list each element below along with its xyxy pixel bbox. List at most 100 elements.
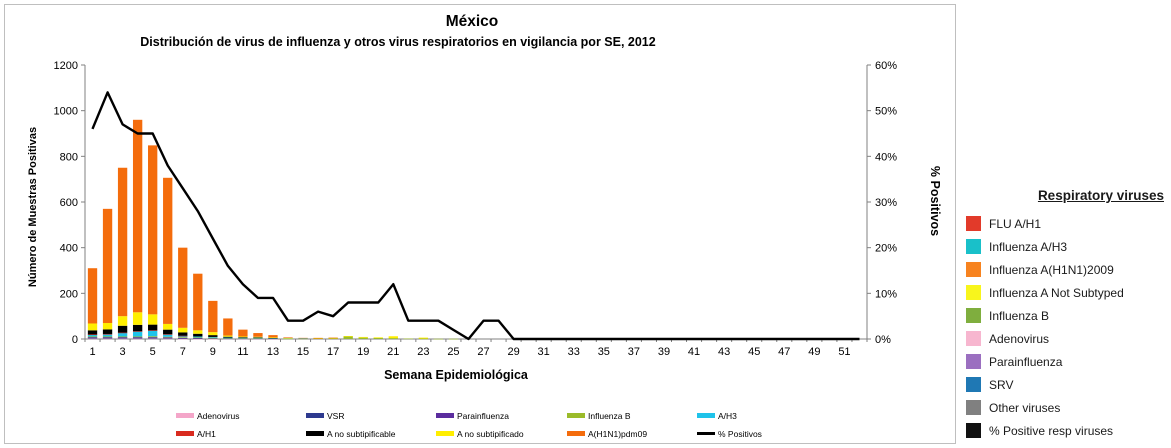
bar-segment bbox=[163, 338, 173, 340]
y2-tick-label: 50% bbox=[875, 106, 897, 118]
bar-segment bbox=[208, 332, 218, 336]
x-tick-label: 35 bbox=[598, 346, 610, 358]
side-legend-swatch bbox=[966, 423, 981, 438]
bar-segment bbox=[163, 329, 173, 335]
bar-segment bbox=[373, 337, 383, 339]
side-legend-item: Parainfluenza bbox=[966, 350, 1166, 373]
side-legend-swatch bbox=[966, 377, 981, 392]
bar-segment bbox=[102, 337, 113, 339]
bar-segment bbox=[178, 338, 188, 340]
bar-segment bbox=[253, 337, 263, 339]
bar-segment bbox=[132, 331, 143, 332]
bar-segment bbox=[388, 338, 398, 339]
side-legend-item: Influenza A(H1N1)2009 bbox=[966, 258, 1166, 281]
bar-segment bbox=[268, 337, 278, 339]
bar-segment bbox=[238, 337, 248, 338]
bar-segment bbox=[298, 337, 308, 339]
bar-segment bbox=[148, 337, 158, 338]
bar-segment bbox=[238, 337, 248, 339]
x-tick-label: 49 bbox=[808, 346, 820, 358]
x-tick-label: 13 bbox=[267, 346, 279, 358]
y2-tick-label: 0% bbox=[875, 334, 891, 346]
side-legend-label: Adenovirus bbox=[989, 331, 1050, 346]
bar-segment bbox=[193, 333, 203, 337]
legend-swatch bbox=[697, 432, 715, 435]
x-tick-label: 45 bbox=[748, 346, 760, 358]
x-tick-label: 51 bbox=[838, 346, 850, 358]
bar-segment bbox=[178, 332, 188, 336]
bar-segment bbox=[117, 337, 128, 339]
x-tick-label: 37 bbox=[628, 346, 640, 358]
bar-segment bbox=[132, 312, 143, 325]
bar-segment bbox=[102, 334, 113, 337]
bar-segment bbox=[208, 337, 218, 339]
legend-swatch bbox=[567, 413, 585, 418]
bar-segment bbox=[313, 337, 323, 339]
x-tick-label: 19 bbox=[357, 346, 369, 358]
percent-positive-line bbox=[91, 91, 860, 341]
bar-segment bbox=[87, 337, 98, 338]
legend-swatch bbox=[436, 413, 454, 418]
side-legend-label: Influenza A(H1N1)2009 bbox=[989, 262, 1114, 277]
y2-tick-label: 30% bbox=[875, 197, 897, 209]
legend-swatch bbox=[697, 413, 715, 418]
chart-title: México bbox=[446, 13, 499, 30]
bar-segment bbox=[132, 337, 143, 338]
legend-label: A(H1N1)pdm09 bbox=[588, 429, 647, 439]
bar-segment bbox=[117, 338, 128, 340]
bar-segment bbox=[148, 145, 158, 315]
bar-segment bbox=[163, 323, 173, 330]
bar-segment bbox=[238, 336, 248, 338]
legend-swatch bbox=[176, 431, 194, 436]
bar-segment bbox=[163, 334, 173, 335]
x-tick-label: 17 bbox=[327, 346, 339, 358]
bar-segment bbox=[148, 324, 158, 331]
plot-area: 0 200 400 600 800 1000 1200 0% 10% 20% 30% 40% 50% 60… bbox=[54, 60, 898, 358]
bar-segment bbox=[132, 337, 143, 339]
chart-subtitle: Distribución de virus de influenza y otr… bbox=[140, 35, 655, 49]
side-legend-items: FLU A/H1 Influenza A/H3 Influenza A(H1N1)2… bbox=[966, 212, 1166, 442]
bar-segment bbox=[102, 329, 113, 334]
y-tick-label: 0 bbox=[72, 334, 78, 346]
bar-segment bbox=[223, 335, 233, 337]
bar-segment bbox=[238, 338, 248, 340]
x-tick-label: 11 bbox=[237, 346, 248, 358]
legend-label: Adenovirus bbox=[197, 411, 240, 421]
bar-segment bbox=[343, 336, 353, 337]
bar-segment bbox=[328, 337, 338, 339]
bar-segment bbox=[448, 338, 459, 340]
side-legend-item: Influenza A/H3 bbox=[966, 235, 1166, 258]
legend-label: % Positivos bbox=[718, 429, 762, 439]
x-tick-label: 5 bbox=[150, 346, 156, 358]
bar-segment bbox=[238, 338, 248, 339]
bar-segment bbox=[358, 336, 368, 338]
bar-segment bbox=[117, 337, 128, 338]
x-tick-label: 47 bbox=[778, 346, 790, 358]
legend-swatch bbox=[436, 431, 454, 436]
x-tick-label: 3 bbox=[120, 346, 126, 358]
bar-segment bbox=[87, 338, 98, 340]
y2-tick-label: 20% bbox=[875, 243, 897, 255]
bar-segment bbox=[148, 330, 158, 337]
bar-segment bbox=[132, 338, 143, 340]
bar-segment bbox=[343, 336, 353, 339]
bar-segment bbox=[102, 337, 113, 338]
bar-segment bbox=[117, 332, 128, 334]
bar-segment bbox=[418, 338, 429, 340]
legend-label: Influenza B bbox=[588, 411, 631, 421]
side-legend-item: Influenza B bbox=[966, 304, 1166, 327]
bar-segment bbox=[117, 332, 128, 337]
x-tick-label: 39 bbox=[658, 346, 670, 358]
bar-segment bbox=[193, 330, 203, 334]
bar-segment bbox=[178, 336, 188, 338]
y-tick-label: 600 bbox=[60, 197, 78, 209]
bar-segment bbox=[418, 337, 429, 339]
side-legend-label: Influenza A/H3 bbox=[989, 239, 1068, 254]
bar-segment bbox=[102, 336, 113, 338]
bar-segment bbox=[253, 336, 263, 338]
chart-svg: México Distribución de virus de influenz… bbox=[27, 13, 942, 439]
side-legend-label: Parainfluenza bbox=[989, 354, 1063, 369]
bar-segment bbox=[163, 336, 173, 338]
x-tick-label: 25 bbox=[447, 346, 459, 358]
side-legend-swatch bbox=[966, 354, 981, 369]
